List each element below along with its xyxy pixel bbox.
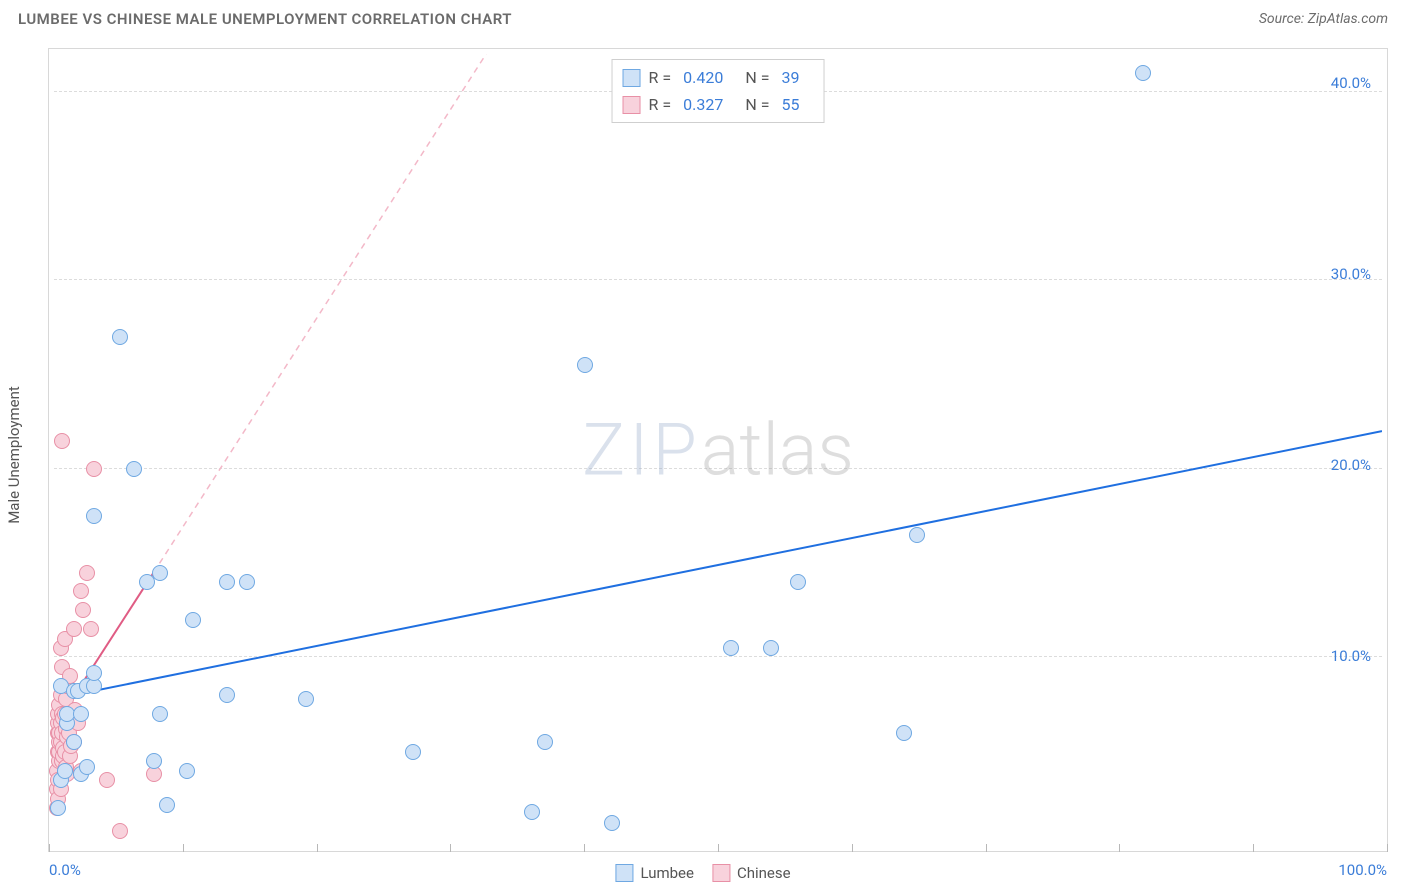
lumbee-point: [405, 744, 421, 760]
trendlines: [54, 54, 1382, 846]
legend-item-chinese: Chinese: [712, 864, 791, 882]
lumbee-point: [909, 527, 925, 543]
lumbee-point: [524, 804, 540, 820]
lumbee-point: [298, 691, 314, 707]
lumbee-point: [152, 565, 168, 581]
lumbee-point: [86, 665, 102, 681]
chinese-point: [86, 461, 102, 477]
chart-plot-area: ZIPatlas R = 0.420 N = 39 R = 0.327 N = …: [48, 48, 1388, 852]
lumbee-point: [219, 574, 235, 590]
lumbee-swatch-icon: [615, 864, 633, 882]
x-tick: [183, 844, 184, 852]
lumbee-swatch: [623, 69, 641, 87]
correlation-legend: R = 0.420 N = 39 R = 0.327 N = 55: [612, 59, 825, 123]
x-axis-min-label: 0.0%: [49, 861, 81, 879]
series-legend: Lumbee Chinese: [615, 864, 790, 882]
x-axis-max-label: 100.0%: [1338, 861, 1387, 879]
chinese-point: [54, 433, 70, 449]
legend-row-chinese: R = 0.327 N = 55: [623, 91, 814, 118]
x-tick: [852, 844, 853, 852]
lumbee-point: [790, 574, 806, 590]
y-axis-label: Male Unemployment: [5, 386, 23, 524]
chinese-point: [83, 621, 99, 637]
chinese-point: [79, 565, 95, 581]
chinese-point: [73, 583, 89, 599]
lumbee-point: [66, 734, 82, 750]
lumbee-point: [763, 640, 779, 656]
x-tick: [450, 844, 451, 852]
x-tick: [317, 844, 318, 852]
lumbee-point: [577, 357, 593, 373]
chart-title: LUMBEE VS CHINESE MALE UNEMPLOYMENT CORR…: [18, 10, 512, 28]
lumbee-point: [239, 574, 255, 590]
lumbee-point: [152, 706, 168, 722]
lumbee-point: [146, 753, 162, 769]
lumbee-point: [112, 329, 128, 345]
chinese-point: [112, 823, 128, 839]
y-tick-label: 10.0%: [1331, 647, 1371, 665]
x-tick: [718, 844, 719, 852]
gridline: [54, 279, 1382, 280]
chinese-point: [66, 621, 82, 637]
chinese-swatch: [623, 96, 641, 114]
x-tick: [1119, 844, 1120, 852]
lumbee-point: [179, 763, 195, 779]
x-tick: [49, 844, 50, 852]
lumbee-point: [537, 734, 553, 750]
gridline: [54, 656, 1382, 657]
x-tick: [584, 844, 585, 852]
legend-row-lumbee: R = 0.420 N = 39: [623, 64, 814, 91]
chinese-point: [99, 772, 115, 788]
lumbee-point: [185, 612, 201, 628]
lumbee-point: [159, 797, 175, 813]
lumbee-point: [604, 815, 620, 831]
gridline: [54, 468, 1382, 469]
y-tick-label: 20.0%: [1331, 456, 1371, 474]
chinese-swatch-icon: [712, 864, 730, 882]
y-tick-label: 40.0%: [1331, 74, 1371, 92]
y-tick-label: 30.0%: [1331, 265, 1371, 283]
x-tick: [1387, 844, 1388, 852]
lumbee-point: [126, 461, 142, 477]
lumbee-point: [723, 640, 739, 656]
lumbee-point: [57, 763, 73, 779]
lumbee-point: [86, 508, 102, 524]
lumbee-point: [73, 706, 89, 722]
lumbee-point: [50, 800, 66, 816]
chart-source: Source: ZipAtlas.com: [1259, 11, 1388, 27]
lumbee-point: [219, 687, 235, 703]
legend-item-lumbee: Lumbee: [615, 864, 694, 882]
chinese-point: [75, 602, 91, 618]
lumbee-point: [1135, 65, 1151, 81]
lumbee-point: [896, 725, 912, 741]
chart-header: LUMBEE VS CHINESE MALE UNEMPLOYMENT CORR…: [0, 0, 1406, 34]
x-tick: [986, 844, 987, 852]
x-tick: [1253, 844, 1254, 852]
lumbee-point: [79, 759, 95, 775]
